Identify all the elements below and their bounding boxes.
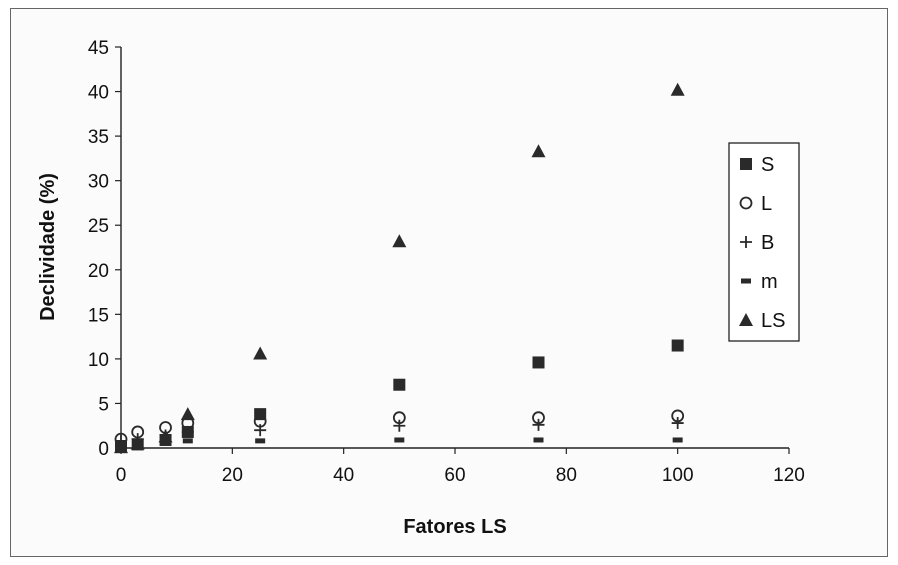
legend-item-L: L bbox=[739, 193, 772, 215]
data-point-m bbox=[182, 438, 193, 444]
data-point-LS bbox=[670, 82, 685, 96]
legend-marker-L bbox=[739, 196, 753, 210]
data-point-LS bbox=[130, 436, 145, 450]
data-point-B bbox=[532, 418, 545, 431]
legend-marker-LS bbox=[739, 313, 753, 326]
tick-labels: 0 5 10 15 20 25 30 35 40 45 0 20 40 60 80 100 120 bbox=[88, 38, 805, 486]
y-tick-label: 5 bbox=[98, 394, 109, 415]
y-tick-label: 30 bbox=[88, 172, 109, 193]
y-tick-label: 10 bbox=[88, 350, 109, 371]
data-point-LS bbox=[180, 407, 195, 421]
data-point-B bbox=[671, 417, 684, 430]
data-point-LS bbox=[392, 234, 407, 248]
y-tick-label: 25 bbox=[88, 216, 109, 237]
data-point-LS bbox=[158, 429, 173, 443]
y-tick-label: 20 bbox=[88, 261, 109, 282]
data-points bbox=[114, 82, 685, 454]
data-point-S bbox=[671, 339, 684, 352]
x-tick-label: 120 bbox=[773, 465, 805, 486]
data-point-m bbox=[255, 438, 266, 444]
x-tick-label: 20 bbox=[222, 465, 243, 486]
y-tick-label: 35 bbox=[88, 127, 109, 148]
y-axis-title: Declividade (%) bbox=[37, 173, 59, 321]
y-tick-label: 15 bbox=[88, 305, 109, 326]
data-point-LS bbox=[253, 346, 268, 360]
legend-marker-S bbox=[740, 158, 752, 170]
x-tick-label: 100 bbox=[662, 465, 694, 486]
x-tick-label: 80 bbox=[556, 465, 577, 486]
y-tick-label: 45 bbox=[88, 38, 109, 59]
data-point-B bbox=[181, 425, 194, 438]
data-point-m bbox=[533, 437, 544, 443]
y-tick-label: 40 bbox=[88, 83, 109, 104]
x-tick-label: 0 bbox=[116, 465, 127, 486]
data-point-LS bbox=[531, 144, 546, 158]
legend-label-B: B bbox=[761, 232, 774, 254]
legend-label-LS: LS bbox=[761, 310, 785, 332]
legend-marker-m bbox=[741, 278, 751, 284]
data-point-m bbox=[672, 437, 683, 443]
legend-marker-B bbox=[740, 236, 752, 248]
data-point-LS bbox=[114, 440, 128, 454]
legend-label-L: L bbox=[761, 193, 772, 215]
data-point-B bbox=[254, 424, 267, 437]
y-tick-label: 0 bbox=[98, 439, 109, 460]
x-tick-label: 60 bbox=[444, 465, 465, 486]
series-m-points bbox=[116, 437, 683, 449]
series-LS-points bbox=[114, 82, 685, 454]
legend-item-S: S bbox=[740, 154, 774, 176]
legend-item-LS: LS bbox=[739, 310, 785, 332]
data-point-S bbox=[532, 356, 545, 369]
axes bbox=[115, 46, 790, 454]
data-point-m bbox=[394, 437, 405, 443]
series-S-points bbox=[115, 339, 684, 454]
legend-item-B: B bbox=[740, 232, 774, 254]
data-point-S bbox=[393, 378, 406, 391]
legend-label-m: m bbox=[761, 271, 778, 293]
x-axis-title: Fatores LS bbox=[403, 516, 506, 538]
data-point-B bbox=[393, 419, 406, 432]
legend-item-m: m bbox=[741, 271, 778, 293]
x-tick-label: 40 bbox=[333, 465, 354, 486]
legend-label-S: S bbox=[761, 154, 774, 176]
data-point-m bbox=[160, 440, 171, 446]
